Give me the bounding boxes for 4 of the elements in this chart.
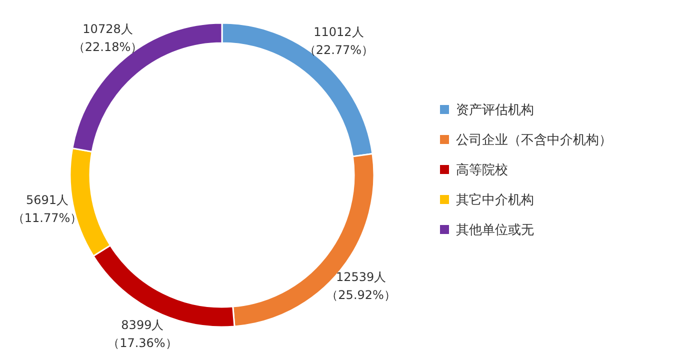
legend-label: 其他单位或无 xyxy=(456,223,534,238)
legend-label: 高等院校 xyxy=(456,162,508,178)
legend-label: 资产评估机构 xyxy=(456,103,534,118)
legend-label: 其它中介机构 xyxy=(456,192,534,208)
